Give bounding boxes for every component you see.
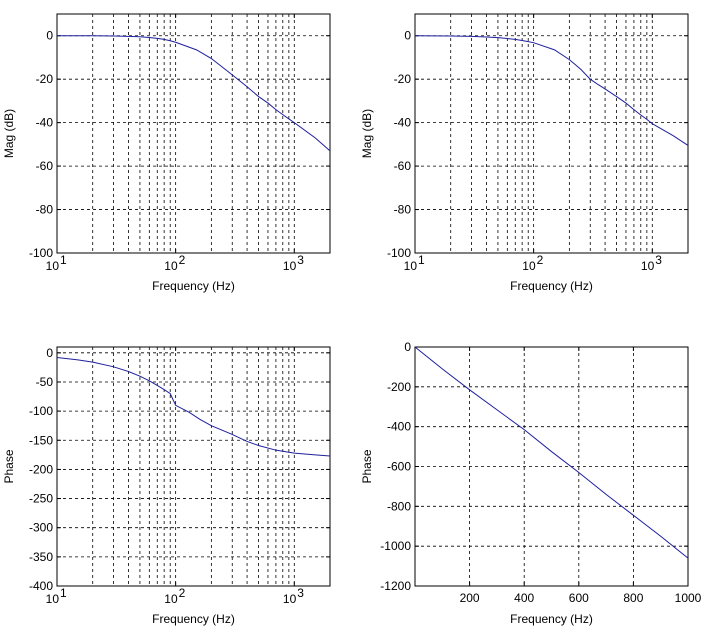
y-tick-label: -1000 bbox=[380, 539, 411, 553]
x-tick-label-base: 10 bbox=[641, 259, 655, 273]
x-tick-label: 600 bbox=[569, 591, 589, 605]
x-tick-label-base: 10 bbox=[404, 259, 418, 273]
x-tick-label: 1000 bbox=[675, 591, 702, 605]
y-tick-label: -400 bbox=[387, 420, 411, 434]
y-tick-label: -1200 bbox=[380, 579, 411, 593]
x-tick-label-base: 10 bbox=[46, 259, 60, 273]
y-tick-label: -80 bbox=[36, 203, 54, 217]
y-tick-label: -400 bbox=[29, 579, 53, 593]
x-tick-label-exponent: 2 bbox=[179, 253, 186, 267]
x-tick-label: 800 bbox=[623, 591, 643, 605]
x-axis-label: Frequency (Hz) bbox=[510, 612, 593, 626]
plot-area bbox=[414, 13, 689, 254]
y-tick-label: -20 bbox=[394, 72, 412, 86]
x-tick-label: 400 bbox=[514, 591, 534, 605]
y-tick-label: -80 bbox=[394, 203, 412, 217]
y-tick-label: -20 bbox=[36, 72, 54, 86]
panel-bottom-right-phase: 0 -200 -400 -600 -800 -1000 -1200 200 400 600 800 1… bbox=[360, 340, 702, 626]
y-tick-label: 0 bbox=[404, 29, 411, 43]
series-line bbox=[414, 35, 689, 146]
y-tick-label: -300 bbox=[29, 521, 53, 535]
plot-area bbox=[414, 346, 689, 587]
x-tick-label-exponent: 2 bbox=[179, 586, 186, 600]
x-tick-label-exponent: 3 bbox=[655, 253, 662, 267]
plot-area bbox=[56, 346, 331, 587]
x-axis-label: Frequency (Hz) bbox=[152, 612, 235, 626]
y-tick-label: -350 bbox=[29, 550, 53, 564]
y-tick-label: -100 bbox=[387, 246, 411, 260]
x-tick-label-base: 10 bbox=[522, 259, 536, 273]
series-line bbox=[57, 35, 331, 152]
x-tick-label-exponent: 2 bbox=[537, 253, 544, 267]
x-tick-label-exponent: 1 bbox=[418, 253, 425, 267]
x-tick-label-base: 10 bbox=[283, 592, 297, 606]
y-tick-label: -800 bbox=[387, 499, 411, 513]
y-tick-label: -200 bbox=[29, 462, 53, 476]
y-axis-label: Mag (dB) bbox=[360, 109, 374, 158]
y-axis-label: Phase bbox=[360, 449, 374, 483]
x-tick-label: 200 bbox=[460, 591, 480, 605]
x-tick-label-base: 10 bbox=[164, 592, 178, 606]
x-tick-label-exponent: 3 bbox=[297, 586, 304, 600]
y-tick-label: 0 bbox=[46, 346, 53, 360]
y-tick-label: -100 bbox=[29, 246, 53, 260]
y-axis-label: Mag (dB) bbox=[2, 109, 16, 158]
y-tick-label: -150 bbox=[29, 433, 53, 447]
y-tick-label: -40 bbox=[394, 116, 412, 130]
x-tick-label-exponent: 1 bbox=[60, 253, 67, 267]
y-tick-label: -60 bbox=[394, 159, 412, 173]
x-tick-label-exponent: 3 bbox=[297, 253, 304, 267]
y-tick-label: -100 bbox=[29, 404, 53, 418]
y-axis-label: Phase bbox=[2, 449, 16, 483]
x-tick-label-base: 10 bbox=[164, 259, 178, 273]
y-tick-label: 0 bbox=[404, 340, 411, 354]
series-line bbox=[56, 356, 331, 457]
y-tick-label: 0 bbox=[46, 29, 53, 43]
series-line bbox=[414, 346, 689, 559]
x-tick-label-exponent: 1 bbox=[60, 586, 67, 600]
y-tick-label: -60 bbox=[36, 159, 54, 173]
x-tick-label-base: 10 bbox=[283, 259, 297, 273]
y-tick-label: -40 bbox=[36, 116, 54, 130]
x-axis-label: Frequency (Hz) bbox=[510, 279, 593, 293]
y-tick-label: -200 bbox=[387, 380, 411, 394]
plot-area bbox=[56, 13, 331, 254]
y-tick-label: -50 bbox=[36, 375, 54, 389]
x-tick-label-base: 10 bbox=[46, 592, 60, 606]
y-tick-label: -600 bbox=[387, 460, 411, 474]
x-axis-label: Frequency (Hz) bbox=[152, 279, 235, 293]
y-tick-label: -250 bbox=[29, 492, 53, 506]
